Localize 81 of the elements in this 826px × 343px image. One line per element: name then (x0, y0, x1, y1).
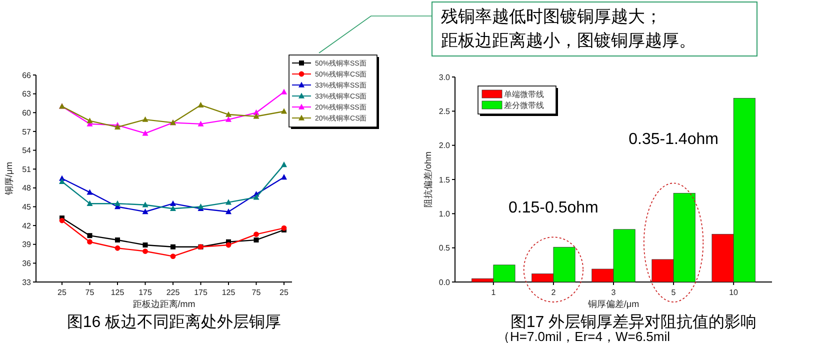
point (281, 174, 287, 180)
point (142, 248, 148, 254)
point (59, 218, 65, 224)
y-tick-label: 33 (22, 278, 32, 287)
point (87, 239, 92, 245)
point (253, 194, 260, 200)
x-tick-label: 175 (194, 288, 208, 297)
y-tick-label: 57 (22, 127, 32, 136)
y-tick-label: 45 (22, 202, 32, 212)
y-tick-label: 2.0 (438, 141, 451, 150)
y-tick-label: 1.5 (438, 175, 451, 184)
point (254, 232, 259, 238)
x-tick-label: 75 (252, 288, 262, 297)
y-tick-label: 51 (22, 164, 32, 174)
annotation: 0.15-0.5ohm (508, 199, 598, 216)
x-tick-label: 3 (611, 288, 616, 297)
y-tick-label: 66 (22, 70, 32, 80)
y-tick-label: 60 (22, 108, 32, 118)
y-tick-label: 54 (22, 146, 32, 156)
point (170, 244, 176, 250)
point (86, 189, 93, 195)
point (226, 242, 232, 248)
point (114, 200, 120, 206)
point (114, 245, 120, 251)
x-tick-label: 1 (491, 288, 496, 297)
point (226, 208, 232, 214)
y-tick-label: 39 (22, 240, 32, 250)
text: 距板边距离越小，图镀铜厚越厚。 (441, 31, 696, 50)
point (142, 242, 148, 248)
x-tick-label: 125 (110, 288, 125, 297)
point (281, 108, 287, 114)
x-tick-label: 25 (280, 288, 289, 297)
point (142, 116, 148, 122)
y-tick-label: 1.0 (438, 209, 451, 218)
point (281, 162, 287, 168)
y-axis-title: 阻抗偏差/ohm (423, 151, 433, 208)
legend-label: 差分微带线 (504, 100, 544, 110)
point (86, 118, 93, 124)
x-tick-label: 25 (58, 288, 67, 297)
point (86, 200, 93, 206)
text: 图17 外层铜厚差异对阻抗值的影响 (510, 313, 757, 331)
point (253, 113, 260, 119)
x-tick-label: 125 (222, 288, 236, 297)
point (226, 199, 232, 205)
x-axis-title: 距板边距离/mm (132, 299, 196, 309)
y-tick-label: 48 (22, 184, 32, 193)
point (59, 178, 65, 184)
point (254, 237, 259, 242)
y-tick-label: 42 (22, 221, 32, 230)
point (142, 208, 148, 214)
y-tick-label: 0.5 (438, 244, 451, 253)
x-tick-label: 175 (138, 288, 152, 297)
legend-label: 单端微带线 (504, 90, 544, 99)
text: 残铜率越低时图镀铜厚越大； (441, 7, 662, 26)
point (170, 254, 176, 259)
y-axis-title: 铜厚/μm (4, 162, 14, 196)
point (115, 237, 120, 242)
x-tick-label: 75 (85, 288, 95, 297)
y-tick-label: 0.0 (438, 278, 451, 287)
y-tick-label: 2.5 (438, 106, 451, 116)
point (198, 120, 204, 126)
point (142, 130, 148, 136)
y-tick-label: 36 (22, 258, 32, 268)
text: （H=7.0mil，Er=4，W=6.5mil (496, 329, 670, 343)
x-tick-label: 5 (671, 288, 676, 297)
point (142, 202, 148, 208)
point (170, 200, 176, 206)
point (226, 116, 232, 122)
y-tick-label: 3.0 (438, 72, 451, 82)
point (281, 88, 287, 94)
point (198, 102, 204, 108)
x-tick-label: 225 (166, 288, 180, 297)
x-tick-label: 10 (729, 288, 739, 297)
annotation: 0.35-1.4ohm (628, 131, 718, 148)
text: 图16 板边不同距离处外层铜厚 (66, 313, 282, 331)
x-axis-title: 铜厚偏差/μm (586, 299, 640, 309)
point (87, 233, 92, 238)
x-tick-label: 2 (551, 288, 556, 297)
point (170, 205, 176, 212)
y-tick-label: 63 (22, 90, 32, 99)
point (226, 111, 232, 117)
